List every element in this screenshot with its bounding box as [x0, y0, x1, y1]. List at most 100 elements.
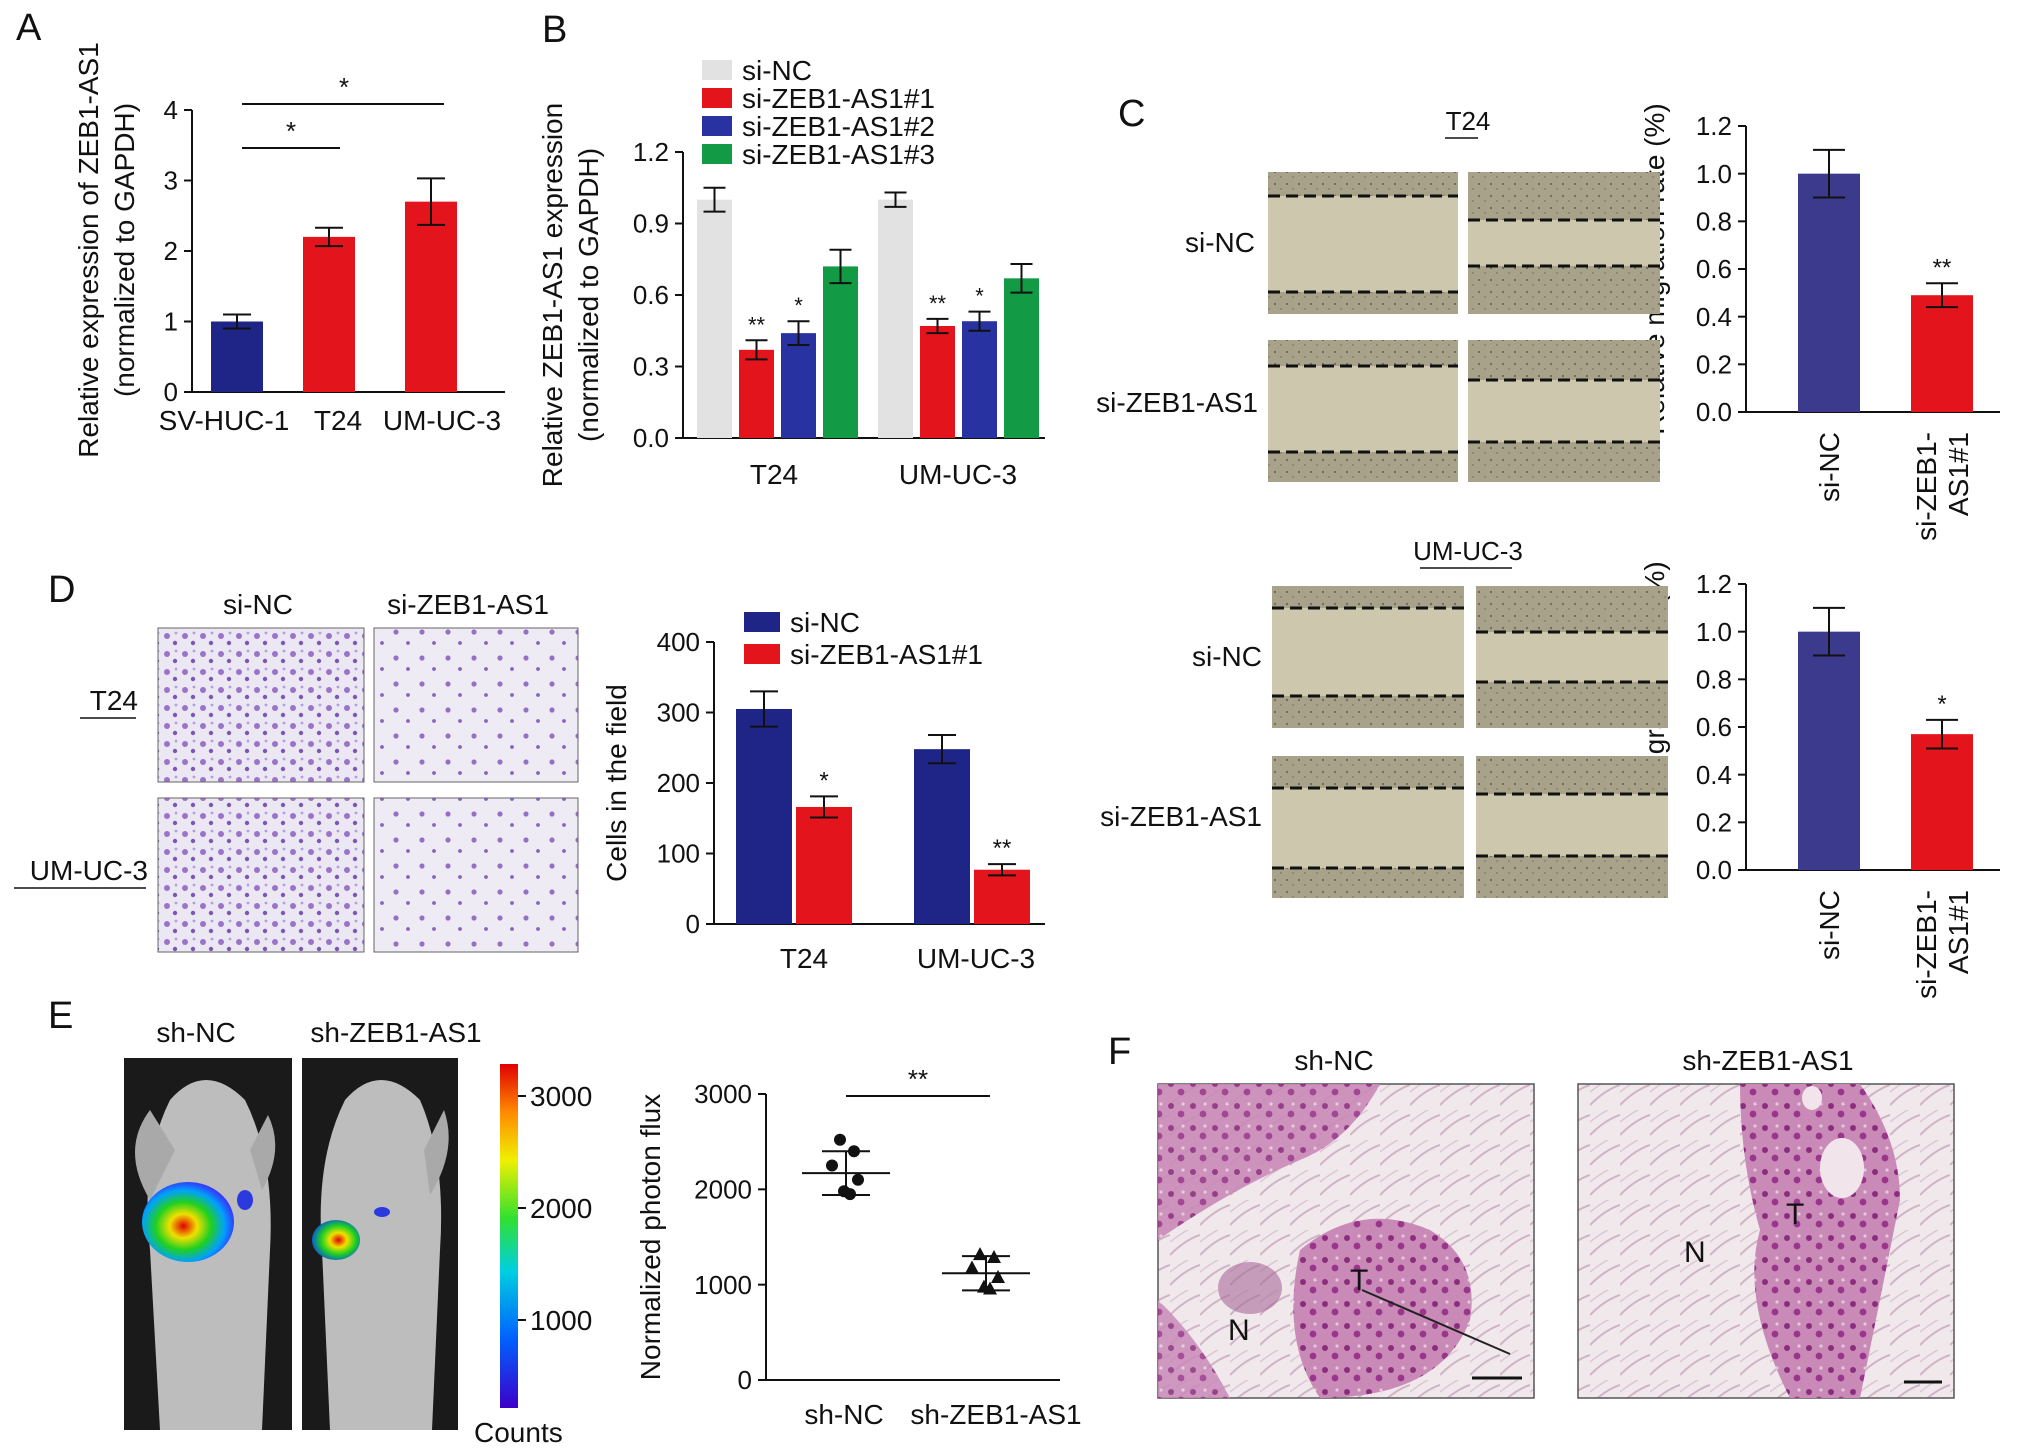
y-tick-label: 0	[738, 1365, 752, 1395]
significance-label: *	[339, 72, 349, 102]
mouse-image	[302, 1058, 458, 1430]
wound-image	[1272, 586, 1464, 728]
panel-label-a: A	[16, 7, 42, 49]
x-tick-label: UM-UC-3	[917, 943, 1035, 974]
bar	[303, 236, 355, 392]
d-col2: si-ZEB1-AS1	[387, 589, 549, 620]
x-tick-label: si-ZEB1-	[1911, 432, 1942, 541]
y-tick-label: 0.4	[1696, 760, 1732, 790]
legend-label: si-ZEB1-AS1#1	[742, 83, 935, 114]
histology-image: T N	[1157, 1083, 1535, 1399]
y-tick-label: 1.2	[1696, 569, 1732, 599]
panel-label-f: F	[1108, 1031, 1131, 1073]
c-bottom-row1: si-NC	[1192, 641, 1262, 672]
wound-image	[1476, 586, 1668, 728]
transwell-image	[157, 627, 365, 783]
data-point	[826, 1159, 838, 1172]
bar	[1911, 734, 1973, 870]
bar	[1798, 631, 1860, 870]
significance-label: **	[908, 1064, 928, 1094]
legend-swatch	[744, 612, 780, 632]
y-tick-label: 0.8	[1696, 206, 1732, 236]
x-tick-label: SV-HUC-1	[159, 405, 290, 436]
significance-label: *	[819, 767, 828, 794]
legend-swatch	[744, 644, 780, 664]
wound-image	[1476, 756, 1668, 898]
colorbar-tick: 2000	[530, 1193, 592, 1224]
bar	[878, 199, 913, 438]
y-tick-label: 4	[164, 95, 178, 125]
bar	[823, 266, 858, 438]
y-tick-label: 0.6	[633, 280, 669, 310]
significance-label: **	[1933, 254, 1952, 281]
panel-label-d: D	[48, 569, 75, 611]
chart-c-bottom: 0.0 0.2 0.4 0.6 0.8 1.0 1.2 * si-NC si-ZEB1- AS1#1…	[1639, 561, 2000, 999]
data-point	[965, 1260, 979, 1274]
e-col1: sh-NC	[156, 1017, 235, 1048]
d-row1: T24	[90, 685, 138, 716]
y-tick-label: 0.0	[1696, 855, 1732, 885]
y-tick-label: 1.0	[1696, 617, 1732, 647]
panel-label-c: C	[1118, 93, 1145, 135]
wound-image	[1468, 340, 1660, 482]
mouse-image	[124, 1058, 292, 1430]
bar	[1798, 173, 1860, 412]
y-tick-label: 1.2	[1696, 111, 1732, 141]
colorbar-unit: Counts	[474, 1417, 563, 1448]
d-row2: UM-UC-3	[30, 855, 148, 886]
legend-swatch	[702, 60, 732, 80]
x-tick-label: AS1#1	[1943, 890, 1974, 974]
chart-a: 0 1 2 3 4 SV-HUC-1 T24 UM-UC-3 Relative expressi…	[73, 42, 505, 458]
y-tick-label: 2000	[694, 1174, 752, 1204]
f-label-t: T	[1786, 1198, 1804, 1231]
bar	[1004, 278, 1039, 438]
bar	[211, 321, 263, 392]
c-t24-label: T24	[1446, 106, 1491, 136]
y-tick-label: 0.9	[633, 209, 669, 239]
y-tick-label: 0.2	[1696, 349, 1732, 379]
bar	[781, 333, 816, 438]
chart-c-top: 0.0 0.2 0.4 0.6 0.8 1.0 1.2 ** si-NC si-ZEB1- AS1#…	[1639, 103, 2000, 541]
x-tick-label: T24	[314, 405, 362, 436]
panel-d-images: si-NC si-ZEB1-AS1 T24 UM-UC-3	[14, 589, 579, 953]
x-tick-label: T24	[780, 943, 828, 974]
y-tick-label: 0.0	[1696, 397, 1732, 427]
x-tick-label: UM-UC-3	[899, 459, 1017, 490]
y-axis-label: (normalized to GAPDH)	[109, 103, 140, 397]
legend-label: si-NC	[790, 607, 860, 638]
chart-b: 0.00.30.60.91.2***** *T24 UM-UC-3Relative …	[537, 55, 1045, 490]
y-tick-label: 3000	[694, 1079, 752, 1109]
c-bottom-row2: si-ZEB1-AS1	[1100, 801, 1262, 832]
significance-label: *	[1937, 691, 1946, 718]
bioluminescence-signal	[312, 1220, 360, 1260]
panel-label-b: B	[542, 9, 567, 51]
wound-image	[1268, 172, 1458, 314]
significance-label: **	[993, 835, 1012, 862]
x-tick-label: sh-NC	[804, 1399, 883, 1430]
bar	[736, 708, 792, 924]
bioluminescence-signal	[142, 1182, 234, 1262]
legend-swatch	[702, 88, 732, 108]
y-tick-label: 1000	[694, 1270, 752, 1300]
transwell-image	[373, 627, 579, 783]
legend-label: si-ZEB1-AS1#1	[790, 639, 983, 670]
significance-label: *	[794, 293, 803, 318]
y-tick-label: 0	[686, 909, 700, 939]
bar	[914, 749, 970, 924]
y-axis-label: (normalized to GAPDH)	[573, 148, 604, 442]
y-tick-label: 0	[164, 377, 178, 407]
bar	[962, 321, 997, 438]
legend-swatch	[702, 144, 732, 164]
e-col2: sh-ZEB1-AS1	[310, 1017, 481, 1048]
x-tick-label: sh-ZEB1-AS1	[910, 1399, 1081, 1430]
y-tick-label: 0.8	[1696, 664, 1732, 694]
y-axis-label: Normalized photon flux	[635, 1094, 666, 1380]
x-tick-label: UM-UC-3	[383, 405, 501, 436]
significance-label: **	[748, 312, 766, 337]
c-top-row2: si-ZEB1-AS1	[1096, 387, 1258, 418]
y-tick-label: 0.3	[633, 352, 669, 382]
data-point	[991, 1270, 1005, 1284]
f-col2: sh-ZEB1-AS1	[1682, 1045, 1853, 1076]
data-point	[973, 1247, 987, 1261]
